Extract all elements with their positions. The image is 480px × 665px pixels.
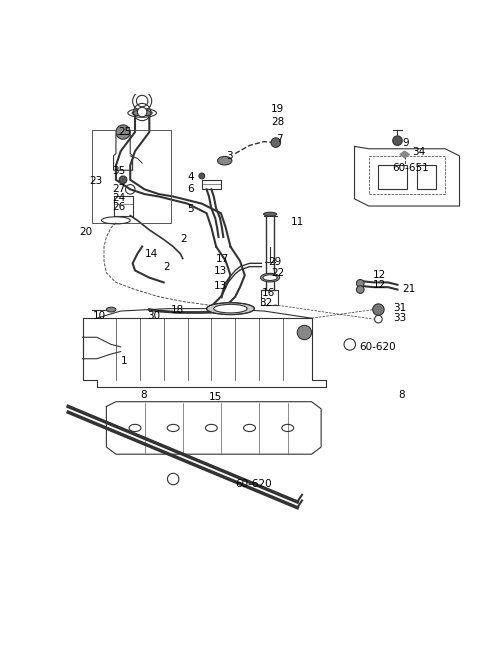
Text: 13: 13 xyxy=(214,281,227,291)
Circle shape xyxy=(271,138,281,148)
Bar xyxy=(92,130,171,223)
Ellipse shape xyxy=(261,273,280,282)
Text: 28: 28 xyxy=(271,116,284,126)
Text: 8: 8 xyxy=(398,390,405,400)
Text: 5: 5 xyxy=(188,204,194,214)
Text: 35: 35 xyxy=(113,166,126,176)
Text: 3: 3 xyxy=(226,151,232,161)
Text: 60-620: 60-620 xyxy=(360,342,396,352)
Text: 24: 24 xyxy=(113,193,126,203)
Text: 4: 4 xyxy=(188,172,194,182)
Text: 19: 19 xyxy=(271,104,284,114)
Circle shape xyxy=(297,325,312,340)
Text: 7: 7 xyxy=(276,134,282,144)
Ellipse shape xyxy=(206,303,254,315)
Circle shape xyxy=(357,279,364,287)
Text: 2: 2 xyxy=(164,261,170,271)
Circle shape xyxy=(357,286,364,293)
Ellipse shape xyxy=(263,275,277,281)
Bar xyxy=(378,166,407,190)
Circle shape xyxy=(199,173,204,179)
Polygon shape xyxy=(400,151,409,158)
Text: 30: 30 xyxy=(147,311,160,321)
Text: 18: 18 xyxy=(171,305,184,315)
Text: 10: 10 xyxy=(93,311,106,321)
Text: 33: 33 xyxy=(393,313,406,323)
Text: 8: 8 xyxy=(140,390,146,400)
Text: 27: 27 xyxy=(113,184,126,194)
Text: 17: 17 xyxy=(216,253,229,263)
Circle shape xyxy=(119,176,127,184)
Text: 12: 12 xyxy=(372,280,386,290)
Text: 60-620: 60-620 xyxy=(235,479,272,489)
Text: 29: 29 xyxy=(269,257,282,267)
Text: 22: 22 xyxy=(271,268,284,278)
Text: 16: 16 xyxy=(262,289,275,299)
Text: 1: 1 xyxy=(120,356,127,366)
Ellipse shape xyxy=(132,110,152,116)
Text: 12: 12 xyxy=(372,270,386,280)
Circle shape xyxy=(137,107,147,117)
Text: 13: 13 xyxy=(214,267,227,277)
Text: 23: 23 xyxy=(90,176,103,186)
Circle shape xyxy=(372,304,384,315)
Ellipse shape xyxy=(107,307,116,312)
Text: 9: 9 xyxy=(402,138,409,148)
Text: 26: 26 xyxy=(113,202,126,213)
Text: 11: 11 xyxy=(291,217,304,227)
Text: 60-651: 60-651 xyxy=(393,163,430,173)
Circle shape xyxy=(393,136,402,146)
Ellipse shape xyxy=(217,156,232,165)
Circle shape xyxy=(136,95,148,107)
Bar xyxy=(417,166,436,190)
Text: 31: 31 xyxy=(393,303,406,313)
Text: 21: 21 xyxy=(402,283,416,293)
Text: 20: 20 xyxy=(79,227,92,237)
Text: 25: 25 xyxy=(118,127,132,137)
Ellipse shape xyxy=(264,212,276,216)
Text: 34: 34 xyxy=(412,147,425,157)
Text: 14: 14 xyxy=(144,249,158,259)
Circle shape xyxy=(116,125,130,139)
Text: 6: 6 xyxy=(188,184,194,194)
Ellipse shape xyxy=(214,305,247,313)
Text: 2: 2 xyxy=(180,235,187,245)
Text: 32: 32 xyxy=(259,298,272,308)
Text: 15: 15 xyxy=(209,392,222,402)
